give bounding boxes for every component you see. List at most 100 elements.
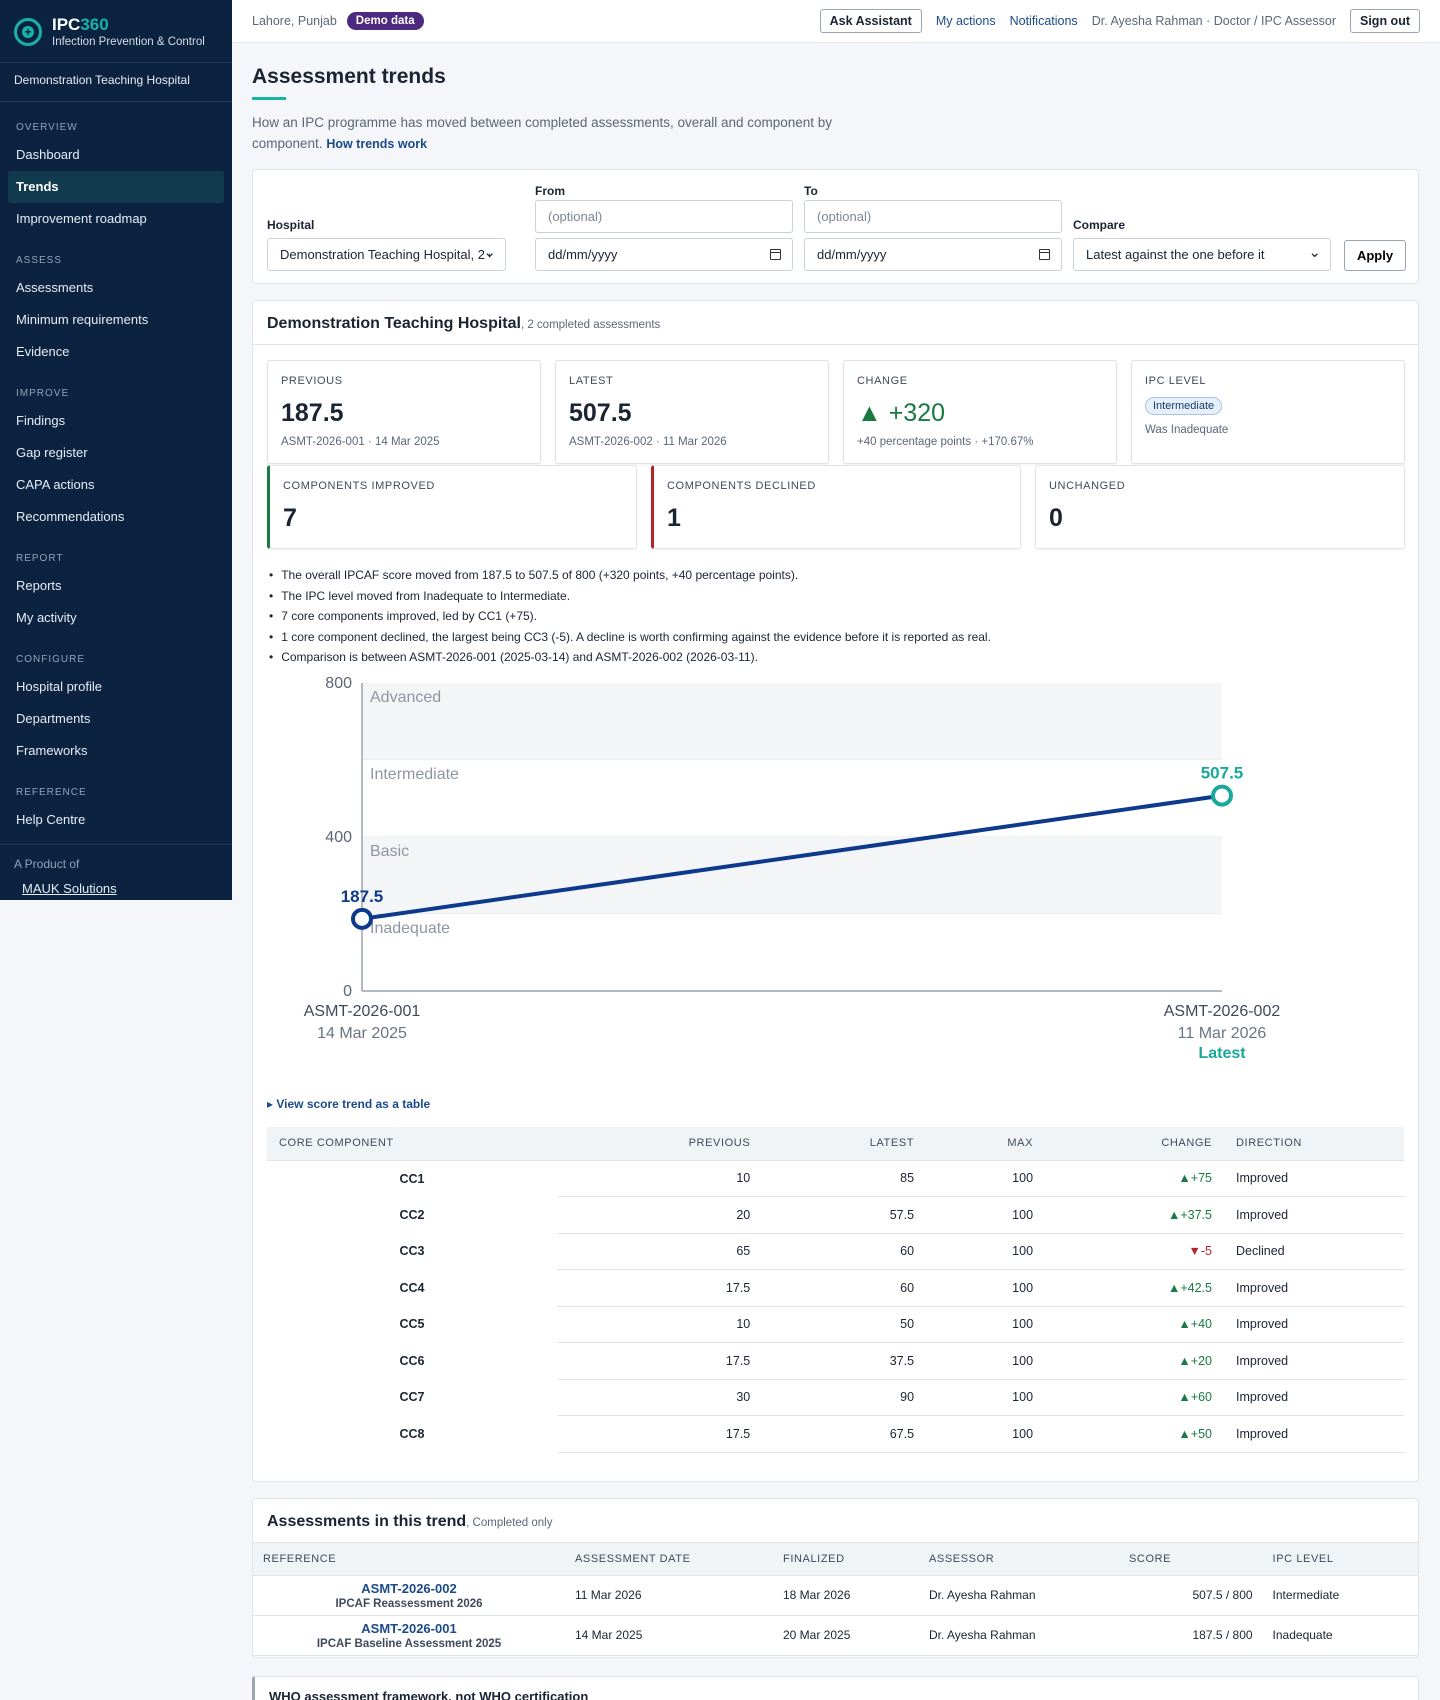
calendar-icon[interactable] [770,249,781,260]
assessment-date: 14 Mar 2025 [565,1615,773,1656]
demo-data-badge: Demo data [346,12,424,30]
ask-assistant-button[interactable]: Ask Assistant [819,9,922,33]
direction-value: Improved [1224,1379,1404,1416]
sidebar-item-assessments[interactable]: Assessments [16,280,94,295]
previous-value: 30 [557,1379,763,1416]
data-label: 187.5 [341,887,384,906]
column-header-max: MAX [926,1127,1046,1161]
summary-item: 1 core component declined, the largest b… [269,627,991,648]
score: 507.5 / 800 [1119,1575,1263,1616]
direction-value: Improved [1224,1415,1404,1453]
column-header-finalized: FINALIZED [773,1543,919,1576]
sidebar-item-hospital-profile[interactable]: Hospital profile [16,679,102,694]
summary-item: 7 core components improved, led by CC1 (… [269,606,991,627]
my-actions-link[interactable]: My actions [935,14,996,28]
stat-label: COMPONENTS IMPROVED [283,480,435,492]
components-declined-card: COMPONENTS DECLINED 1 [651,465,1021,549]
table-row: CC5 10 50 100 ▲+40 Improved [267,1306,1404,1343]
sidebar-hospital-name: Demonstration Teaching Hospital [0,62,232,102]
brand[interactable]: + IPC360 Infection Prevention & Control [0,0,232,50]
hospital-name: Demonstration Teaching Hospital [267,315,521,332]
sidebar-item-my-activity[interactable]: My activity [16,610,77,625]
component-table-header: CORE COMPONENT PREVIOUS LATEST MAX CHANGE DIR… [267,1127,1404,1161]
main-content: Assessment trends How an IPC programme h… [252,43,1419,1658]
compare-select[interactable]: Latest against the one before it [1073,238,1331,271]
table-row: CC8 17.5 67.5 100 ▲+50 Improved [267,1415,1404,1453]
assessments-table: REFERENCE ASSESSMENT DATE FINALIZED ASSESSO… [253,1543,1418,1656]
sidebar-item-gap-register[interactable]: Gap register [16,445,88,460]
hospital-select[interactable]: Demonstration Teaching Hospital, 2 co [267,238,506,271]
sidebar-item-reports[interactable]: Reports [16,578,62,593]
table-row: CC1 10 85 100 ▲+75 Improved [267,1160,1404,1197]
apply-button[interactable]: Apply [1344,240,1406,271]
previous-value: 10 [557,1306,763,1343]
sidebar-item-findings[interactable]: Findings [16,413,66,428]
calendar-icon[interactable] [1039,249,1050,260]
max-value: 100 [926,1233,1046,1270]
sidebar-item-trends[interactable]: Trends [8,171,224,203]
page-title: Assessment trends [252,65,446,88]
sidebar-item-help-centre[interactable]: Help Centre [16,812,86,827]
component-code: CC7 [399,1390,425,1405]
change-value: ▲+60 [1045,1379,1224,1416]
view-table-toggle[interactable]: ▸ View score trend as a table [267,1097,431,1111]
assessment-name: IPCAF Reassessment 2026 [335,1597,483,1610]
latest-value: 67.5 [762,1415,927,1453]
y-tick-label: 400 [325,829,352,846]
sidebar-item-recommendations[interactable]: Recommendations [16,509,125,524]
data-point[interactable] [1211,784,1233,807]
previous-value: 17.5 [557,1415,763,1453]
assessment-date: 11 Mar 2026 [565,1575,773,1616]
previous-score-card: PREVIOUS 187.5 ASMT-2026-001 · 14 Mar 20… [267,360,541,464]
band-label: Advanced [370,689,441,706]
sidebar-section-improve: IMPROVE [16,388,70,399]
assessment-name: IPCAF Baseline Assessment 2025 [316,1637,502,1650]
sidebar-section-overview: OVERVIEW [16,122,78,133]
latest-value: 50 [762,1306,927,1343]
sidebar-item-evidence[interactable]: Evidence [16,344,70,359]
latest-value: 57.5 [762,1196,927,1234]
level-band-intermediate [362,760,1222,837]
sidebar-item-capa-actions[interactable]: CAPA actions [16,477,95,492]
component-code: CC3 [399,1244,425,1259]
assessor: Dr. Ayesha Rahman [919,1615,1119,1656]
stat-label: UNCHANGED [1049,480,1126,492]
sidebar-footer: A Product of MAUK Solutions [0,844,232,908]
to-label: To [804,184,818,198]
sidebar-item-departments[interactable]: Departments [16,711,91,726]
reference-cell: ASMT-2026-002 IPCAF Reassessment 2026 [253,1575,565,1616]
sidebar-item-minimum-requirements[interactable]: Minimum requirements [16,312,149,327]
data-point[interactable] [351,907,373,930]
sidebar-item-frameworks[interactable]: Frameworks [16,743,88,758]
assessment-link[interactable]: ASMT-2026-002 [361,1580,457,1596]
sign-out-button[interactable]: Sign out [1350,9,1420,33]
unchanged-count: 0 [1049,504,1063,532]
table-row: CC2 20 57.5 100 ▲+37.5 Improved [267,1196,1404,1234]
x-tick-label: ASMT-2026-001 [304,1003,421,1020]
change-value: ▲+50 [1045,1415,1224,1453]
ipc-level-card: IPC LEVEL Intermediate Was Inadequate [1131,360,1405,464]
max-value: 100 [926,1415,1046,1453]
level-band-advanced [362,683,1222,760]
latest-score: 507.5 [569,399,632,427]
direction-value: Improved [1224,1269,1404,1307]
assessment-link[interactable]: ASMT-2026-001 [361,1620,457,1636]
mauk-solutions-link[interactable]: MAUK Solutions [22,881,117,896]
direction-value: Declined [1224,1233,1404,1270]
assessments-table-header: REFERENCE ASSESSMENT DATE FINALIZED ASSESSO… [253,1543,1418,1576]
band-label: Basic [370,843,409,860]
notifications-link[interactable]: Notifications [1009,14,1078,28]
x-tick-date: 14 Mar 2025 [317,1025,407,1042]
sidebar-section-reference: REFERENCE [16,787,87,798]
from-date-input[interactable]: dd/mm/yyyy [535,238,793,271]
to-date-input[interactable]: dd/mm/yyyy [804,238,1062,271]
direction-value: Improved [1224,1196,1404,1234]
change-value: ▲+42.5 [1045,1269,1224,1307]
component-code: CC5 [399,1317,425,1332]
sidebar-item-improvement-roadmap[interactable]: Improvement roadmap [16,211,147,226]
level-band-basic [362,837,1222,914]
how-trends-work-link[interactable]: How trends work [326,137,428,151]
change-value: ▲ +320 [857,399,946,427]
sidebar-item-dashboard[interactable]: Dashboard [16,147,80,162]
compare-label: Compare [1073,218,1126,232]
